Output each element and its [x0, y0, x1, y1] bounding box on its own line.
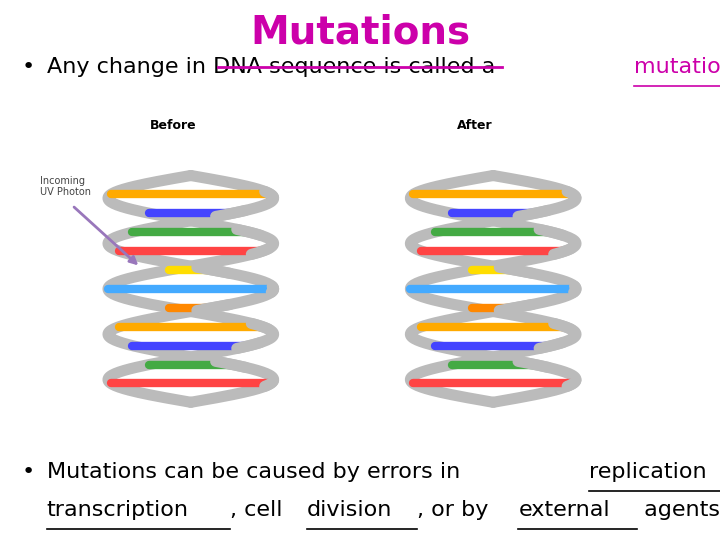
Text: external: external	[518, 500, 610, 519]
Text: Incoming
UV Photon: Incoming UV Photon	[40, 176, 91, 197]
Text: Mutations: Mutations	[250, 14, 470, 51]
Text: After: After	[457, 119, 493, 132]
Text: •: •	[22, 57, 35, 77]
Text: transcription: transcription	[47, 500, 189, 519]
Text: mutation: mutation	[634, 57, 720, 77]
Text: replication: replication	[589, 462, 707, 482]
Text: division: division	[307, 500, 392, 519]
Text: Mutations can be caused by errors in: Mutations can be caused by errors in	[47, 462, 467, 482]
Text: Before: Before	[150, 119, 196, 132]
Text: Any change in DNA sequence is called a: Any change in DNA sequence is called a	[47, 57, 502, 77]
Text: , or by: , or by	[417, 500, 495, 519]
Text: agents.: agents.	[636, 500, 720, 519]
Text: •: •	[22, 462, 35, 482]
Text: , cell: , cell	[230, 500, 289, 519]
